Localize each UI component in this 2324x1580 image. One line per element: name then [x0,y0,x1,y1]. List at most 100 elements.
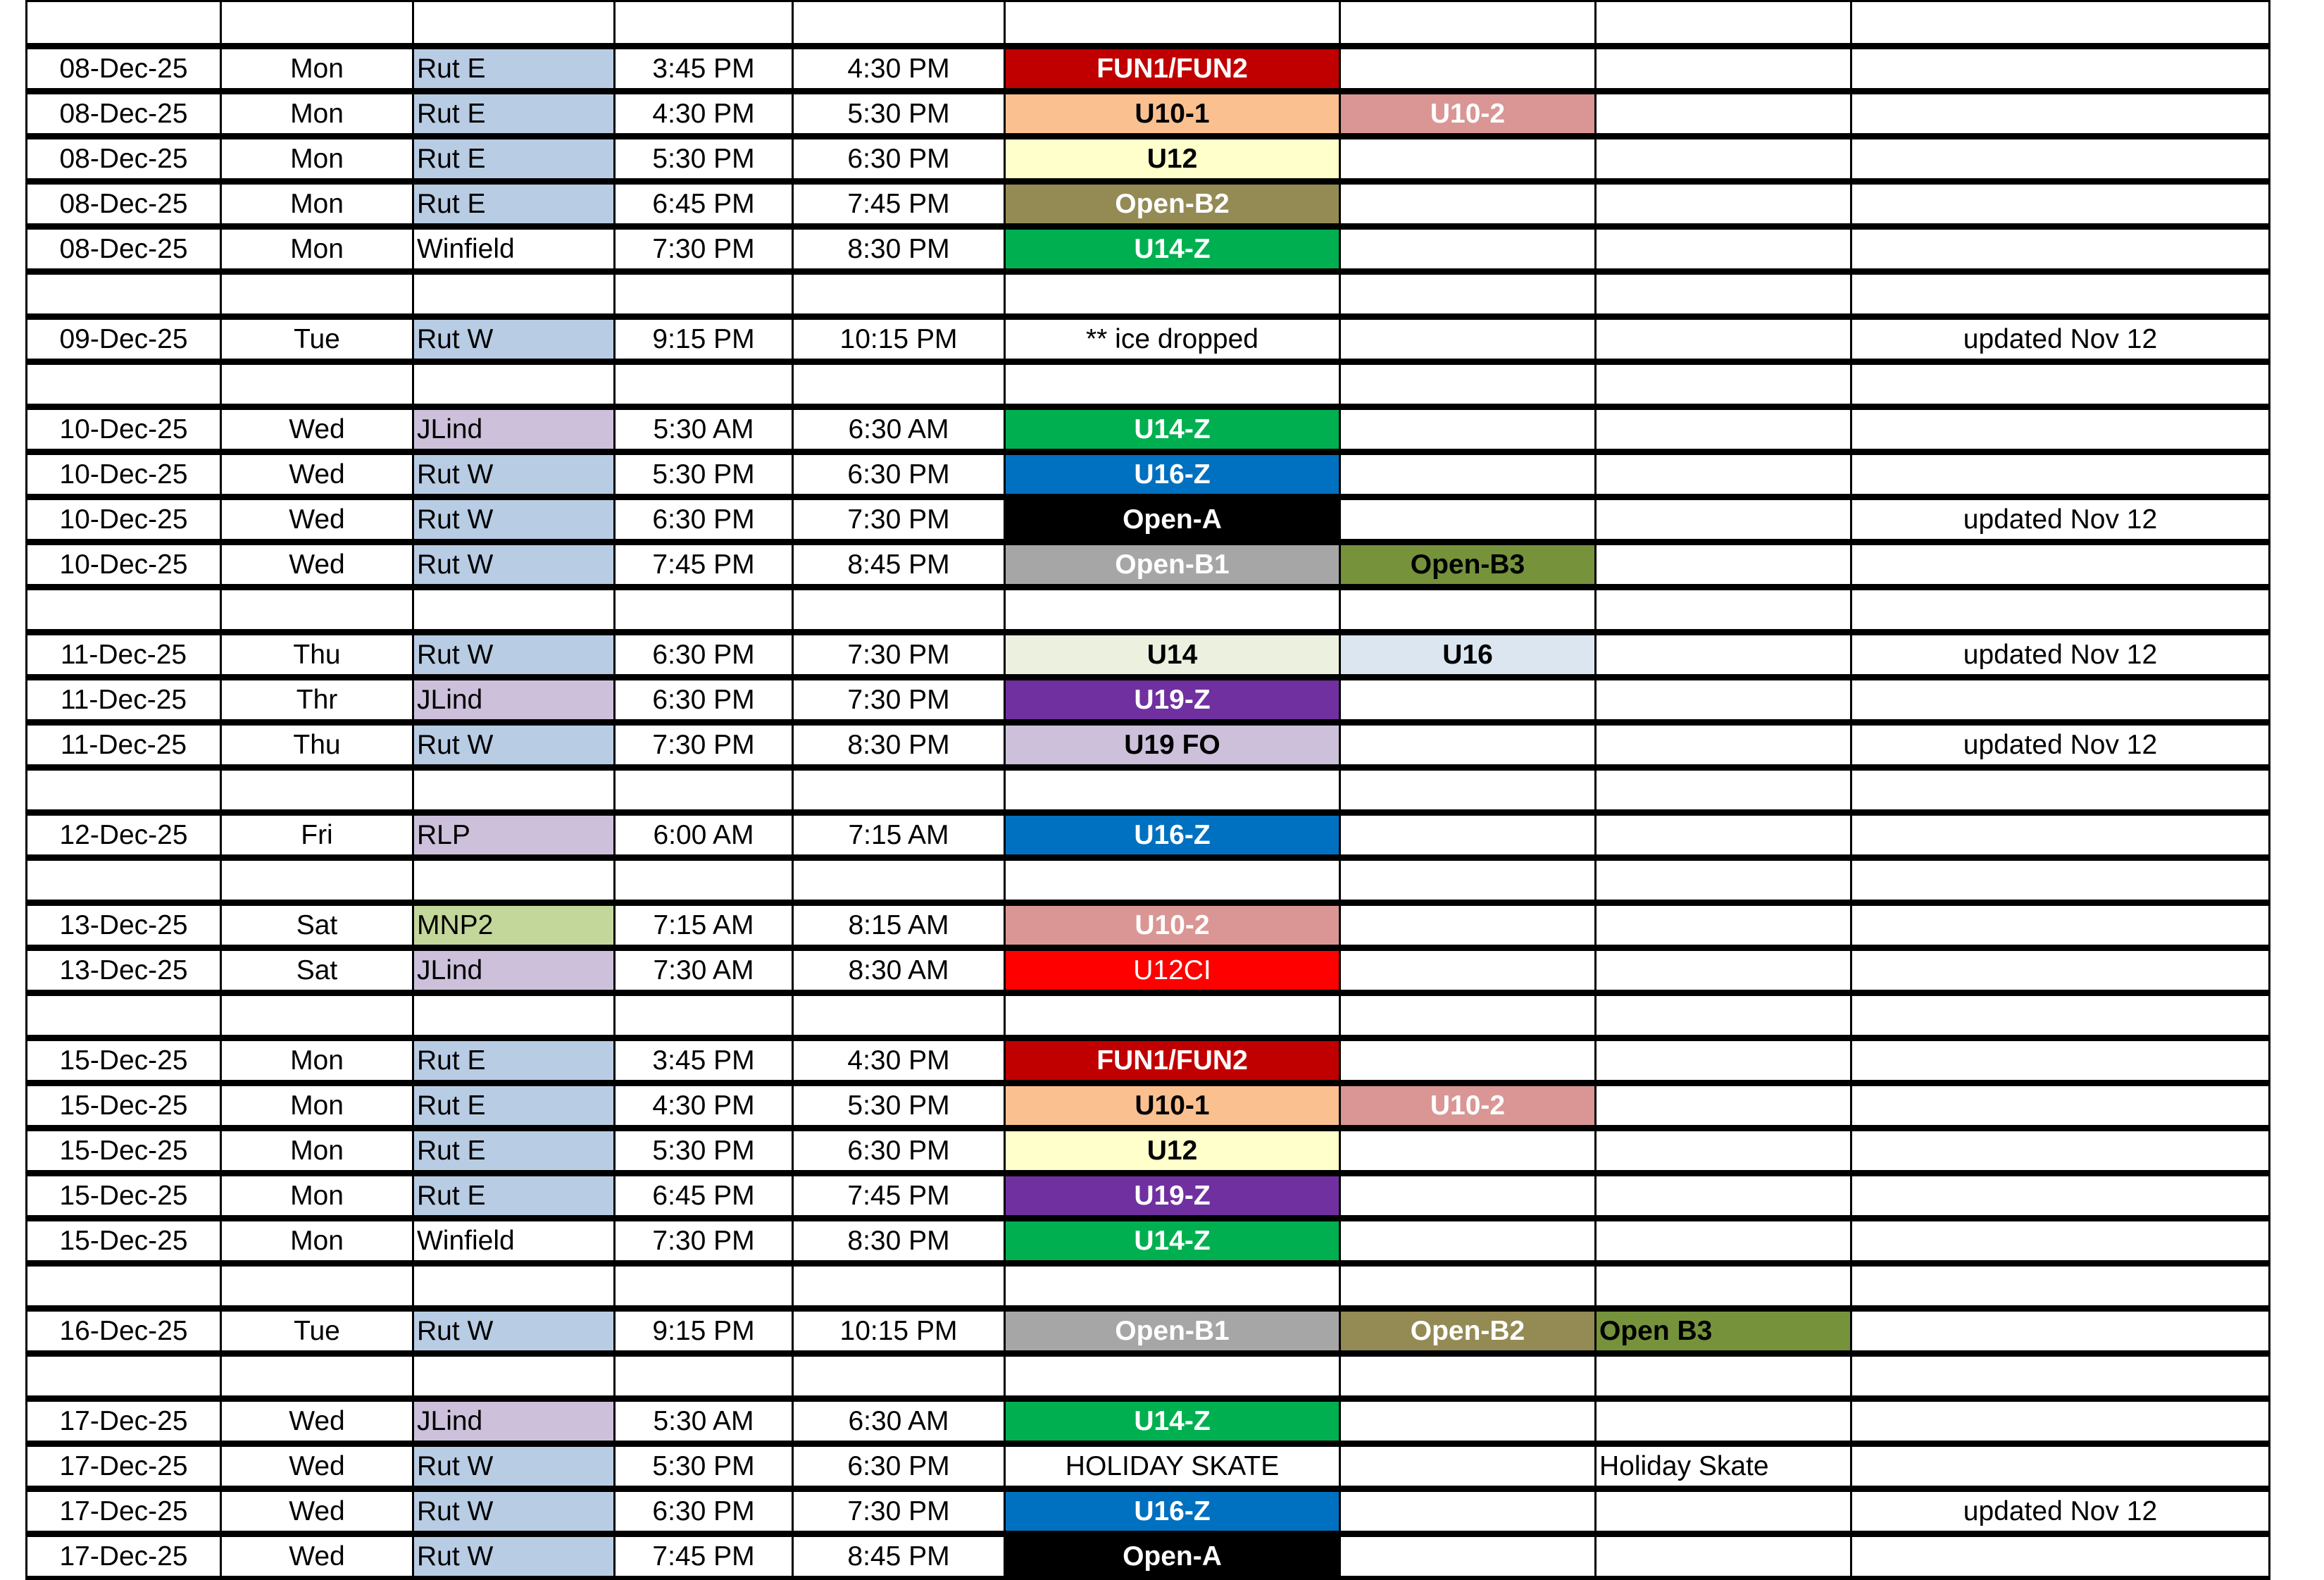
blank-cell[interactable] [613,990,794,1038]
note-cell[interactable]: updated Nov 12 [1850,719,2270,768]
blank-cell[interactable] [220,268,414,317]
day-cell[interactable]: Thr [220,674,414,723]
session-1-cell[interactable]: U10-1 [1004,1080,1341,1128]
start-time-cell[interactable]: 9:15 PM [613,1305,794,1354]
blank-cell[interactable] [1594,1035,1852,1083]
rink-cell[interactable]: Rut E [412,1170,616,1219]
end-time-cell[interactable]: 6:30 AM [792,1395,1006,1444]
date-cell[interactable]: 12-Dec-25 [25,809,222,858]
note-cell[interactable] [1850,809,2270,858]
end-time-cell[interactable]: 8:45 PM [792,539,1006,587]
note-cell[interactable] [1850,1305,2270,1354]
day-cell[interactable]: Mon [220,43,414,92]
rink-cell[interactable]: Rut W [412,494,616,542]
blank-cell[interactable] [25,1260,222,1309]
date-cell[interactable]: 10-Dec-25 [25,449,222,497]
blank-cell[interactable] [1594,809,1852,858]
blank-cell[interactable] [1339,1215,1597,1264]
rink-cell[interactable]: MNP2 [412,900,616,948]
blank-cell[interactable] [792,359,1006,407]
blank-cell[interactable] [25,359,222,407]
blank-cell[interactable] [1339,990,1597,1038]
start-time-cell[interactable]: 5:30 PM [613,133,794,182]
session-1-cell[interactable]: U14-Z [1004,1215,1341,1264]
session-1-cell[interactable]: U10-2 [1004,900,1341,948]
day-cell[interactable]: Wed [220,1395,414,1444]
session-1-cell[interactable]: U16-Z [1004,809,1341,858]
blank-cell[interactable] [1594,268,1852,317]
note-cell[interactable] [1850,178,2270,227]
blank-cell[interactable] [1594,764,1852,813]
start-time-cell[interactable]: 6:30 PM [613,1486,794,1534]
blank-cell[interactable] [25,990,222,1038]
day-cell[interactable]: Mon [220,1035,414,1083]
start-time-cell[interactable]: 6:30 PM [613,629,794,678]
day-cell[interactable]: Wed [220,539,414,587]
session-1-cell[interactable]: Open-A [1004,494,1341,542]
blank-cell[interactable] [1594,359,1852,407]
rink-cell[interactable]: JLind [412,674,616,723]
session-1-cell[interactable]: U14-Z [1004,223,1341,272]
session-2-cell[interactable]: Open-B2 [1339,1305,1597,1354]
end-time-cell[interactable]: 7:30 PM [792,494,1006,542]
note-cell[interactable] [1850,449,2270,497]
blank-cell[interactable] [613,268,794,317]
blank-cell[interactable] [613,1350,794,1399]
session-1-cell[interactable]: U19-Z [1004,674,1341,723]
session-2-cell[interactable]: U10-2 [1339,88,1597,137]
start-time-cell[interactable]: 6:30 PM [613,494,794,542]
blank-cell[interactable] [1594,1486,1852,1534]
day-cell[interactable]: Wed [220,404,414,452]
blank-cell[interactable] [412,359,616,407]
blank-cell[interactable] [1594,945,1852,993]
day-cell[interactable]: Fri [220,809,414,858]
note-cell[interactable]: updated Nov 12 [1850,629,2270,678]
end-time-cell[interactable]: 8:30 AM [792,945,1006,993]
day-cell[interactable]: Sat [220,945,414,993]
date-cell[interactable]: 13-Dec-25 [25,945,222,993]
rink-cell[interactable]: JLind [412,1395,616,1444]
end-time-cell[interactable]: 5:30 PM [792,1080,1006,1128]
date-cell[interactable]: 15-Dec-25 [25,1125,222,1174]
blank-cell[interactable] [1594,1080,1852,1128]
blank-cell[interactable] [613,584,794,633]
blank-cell[interactable] [1339,1260,1597,1309]
day-cell[interactable]: Mon [220,1125,414,1174]
blank-cell[interactable] [1594,1260,1852,1309]
rink-cell[interactable]: JLind [412,404,616,452]
note-cell[interactable] [1850,900,2270,948]
blank-cell[interactable] [792,268,1006,317]
rink-cell[interactable]: Rut W [412,539,616,587]
session-1-cell[interactable]: U19 FO [1004,719,1341,768]
blank-cell[interactable] [792,584,1006,633]
date-cell[interactable]: 17-Dec-25 [25,1486,222,1534]
date-cell[interactable]: 08-Dec-25 [25,223,222,272]
blank-cell[interactable] [220,854,414,903]
day-cell[interactable]: Wed [220,449,414,497]
note-cell[interactable] [1850,223,2270,272]
blank-cell[interactable] [1594,1215,1852,1264]
date-cell[interactable]: 15-Dec-25 [25,1080,222,1128]
blank-cell[interactable] [1339,1170,1597,1219]
session-1-cell[interactable]: U19-Z [1004,1170,1341,1219]
blank-cell[interactable] [1339,449,1597,497]
rink-cell[interactable]: Winfield [412,223,616,272]
blank-cell[interactable] [1594,0,1852,46]
blank-cell[interactable] [412,0,616,46]
blank-cell[interactable] [1339,674,1597,723]
session-1-cell[interactable]: Open-B1 [1004,539,1341,587]
rink-cell[interactable]: Rut W [412,1305,616,1354]
blank-cell[interactable] [1850,0,2270,46]
start-time-cell[interactable]: 7:45 PM [613,1531,794,1580]
note-cell[interactable] [1850,1125,2270,1174]
blank-cell[interactable] [412,1260,616,1309]
blank-cell[interactable] [1339,854,1597,903]
session-1-cell[interactable]: U12 [1004,1125,1341,1174]
blank-cell[interactable] [1339,719,1597,768]
day-cell[interactable]: Mon [220,133,414,182]
start-time-cell[interactable]: 5:30 AM [613,1395,794,1444]
blank-cell[interactable] [1594,629,1852,678]
blank-cell[interactable] [1594,719,1852,768]
blank-cell[interactable] [1339,404,1597,452]
rink-cell[interactable]: Rut E [412,1035,616,1083]
